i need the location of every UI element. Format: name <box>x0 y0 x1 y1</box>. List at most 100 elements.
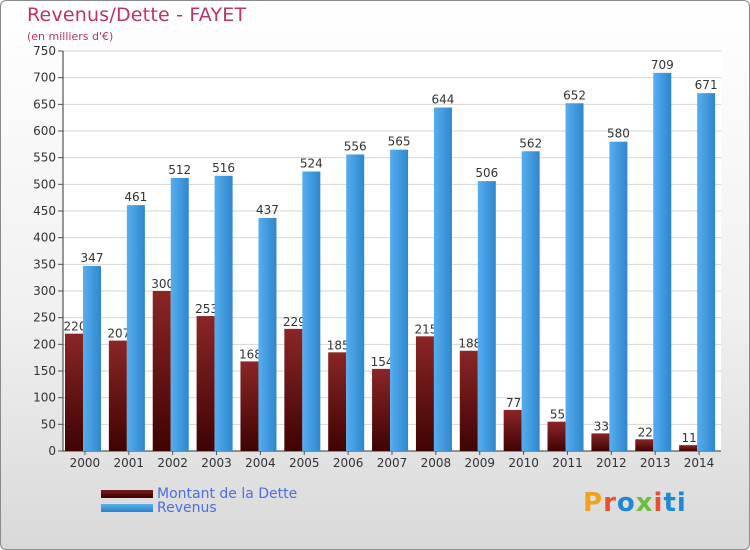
y-tick-label: 550 <box>33 151 56 165</box>
bar-dette <box>240 361 259 451</box>
data-label-dette: 33 <box>594 419 609 433</box>
bar-revenus <box>433 107 452 452</box>
bar-dette <box>591 433 610 451</box>
bar-dette <box>459 350 478 451</box>
legend-swatch-revenus <box>101 504 153 512</box>
y-tick-label: 650 <box>33 97 56 111</box>
data-label-revenus: 512 <box>168 163 191 177</box>
data-label-dette: 220 <box>64 320 87 334</box>
data-label-dette: 215 <box>414 322 437 336</box>
bar-revenus <box>214 175 233 452</box>
bar-revenus <box>521 151 540 451</box>
y-tick-label: 400 <box>33 231 56 245</box>
x-tick-label: 2010 <box>508 456 539 470</box>
legend-label-revenus: Revenus <box>157 500 217 516</box>
x-tick-label: 2004 <box>245 456 276 470</box>
y-tick-label: 450 <box>33 204 56 218</box>
data-label-dette: 55 <box>550 408 565 422</box>
data-label-revenus: 565 <box>388 135 411 149</box>
bar-revenus <box>697 93 716 451</box>
bar-dette <box>503 409 522 451</box>
x-tick-label: 2013 <box>640 456 671 470</box>
data-label-dette: 154 <box>371 355 394 369</box>
y-tick-label: 250 <box>33 311 56 325</box>
bar-revenus <box>258 217 277 451</box>
data-label-revenus: 671 <box>695 78 718 92</box>
bar-dette <box>372 368 391 451</box>
bar-dette <box>679 445 698 451</box>
data-label-revenus: 580 <box>607 127 630 141</box>
x-tick-label: 2011 <box>552 456 583 470</box>
bar-revenus <box>83 265 101 451</box>
x-tick-label: 2003 <box>201 456 232 470</box>
x-tick-label: 2008 <box>421 456 452 470</box>
bar-revenus <box>477 181 496 451</box>
y-tick-label: 700 <box>33 71 56 85</box>
bar-revenus <box>609 141 628 451</box>
x-tick-label: 2014 <box>684 456 715 470</box>
y-tick-label: 300 <box>33 284 56 298</box>
data-label-revenus: 516 <box>212 161 235 175</box>
bar-dette <box>328 352 347 451</box>
bar-revenus <box>126 205 145 451</box>
x-tick-label: 2007 <box>377 456 408 470</box>
data-label-dette: 77 <box>506 396 521 410</box>
data-label-dette: 168 <box>239 347 262 361</box>
data-label-dette: 229 <box>283 315 306 329</box>
data-label-dette: 253 <box>195 302 218 316</box>
y-tick-label: 200 <box>33 337 56 351</box>
data-label-revenus: 652 <box>563 88 586 102</box>
bar-dette <box>635 439 654 451</box>
bar-dette <box>547 421 566 451</box>
y-tick-label: 500 <box>33 177 56 191</box>
y-tick-label: 750 <box>33 44 56 58</box>
data-label-revenus: 556 <box>344 139 367 153</box>
data-label-revenus: 709 <box>651 58 674 72</box>
bar-dette <box>152 291 171 451</box>
bar-revenus <box>565 103 584 452</box>
data-label-revenus: 461 <box>124 190 147 204</box>
data-label-revenus: 562 <box>519 136 542 150</box>
legend-label-dette: Montant de la Dette <box>157 486 298 502</box>
data-label-revenus: 524 <box>300 157 323 171</box>
data-label-dette: 207 <box>107 327 130 341</box>
y-tick-label: 100 <box>33 391 56 405</box>
data-label-dette: 188 <box>458 337 481 351</box>
data-label-revenus: 437 <box>256 203 279 217</box>
y-tick-label: 350 <box>33 257 56 271</box>
chart-title: Revenus/Dette - FAYET <box>27 4 247 26</box>
bar-revenus <box>390 149 409 451</box>
y-tick-label: 50 <box>41 417 56 431</box>
proxiti-logo: Proxiti <box>583 488 687 518</box>
bar-dette <box>65 333 83 451</box>
bar-dette <box>415 336 434 451</box>
bar-revenus <box>653 72 672 451</box>
bar-revenus <box>346 154 365 451</box>
data-label-dette: 300 <box>151 277 174 291</box>
y-tick-label: 0 <box>48 444 56 458</box>
chart-subtitle: (en milliers d'€) <box>27 30 114 43</box>
y-tick-label: 150 <box>33 364 56 378</box>
x-tick-label: 2012 <box>596 456 627 470</box>
x-tick-label: 2001 <box>114 456 145 470</box>
bar-revenus <box>302 171 321 452</box>
bar-revenus <box>170 177 189 451</box>
data-label-dette: 22 <box>638 425 653 439</box>
bar-dette <box>108 340 127 451</box>
data-label-dette: 185 <box>327 338 350 352</box>
x-tick-label: 2002 <box>157 456 188 470</box>
data-label-revenus: 347 <box>81 251 104 265</box>
x-tick-label: 2005 <box>289 456 320 470</box>
data-label-dette: 11 <box>681 431 696 445</box>
bar-dette <box>196 316 215 451</box>
x-tick-label: 2006 <box>333 456 364 470</box>
data-label-revenus: 644 <box>431 93 454 107</box>
data-label-revenus: 506 <box>475 166 498 180</box>
y-tick-label: 600 <box>33 124 56 138</box>
bar-dette <box>284 328 303 451</box>
legend-swatch-dette <box>101 490 153 498</box>
x-tick-label: 2000 <box>70 456 101 470</box>
x-tick-label: 2009 <box>464 456 495 470</box>
